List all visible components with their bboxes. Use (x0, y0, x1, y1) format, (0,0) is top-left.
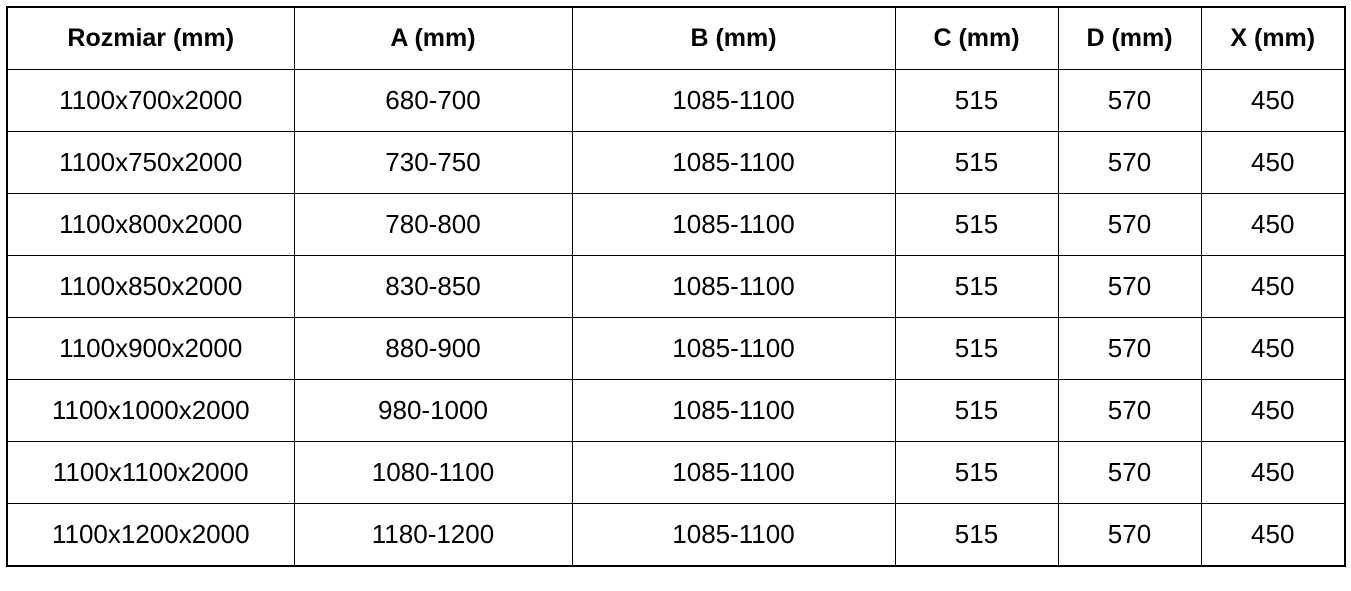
table-row: 1100x1200x2000 1180-1200 1085-1100 515 570 45… (6, 503, 1346, 567)
cell-size: 1100x900x2000 (6, 317, 295, 380)
cell-a: 1180-1200 (293, 503, 573, 567)
cell-x: 450 (1200, 69, 1346, 132)
table-row: 1100x1000x2000 980-1000 1085-1100 515 570 450 (6, 379, 1346, 442)
cell-x: 450 (1200, 379, 1346, 442)
cell-c: 515 (894, 317, 1059, 380)
cell-x: 450 (1200, 503, 1346, 567)
cell-d: 570 (1057, 69, 1202, 132)
column-header-c: C (mm) (894, 6, 1059, 70)
cell-b: 1085-1100 (571, 441, 896, 504)
table-row: 1100x1100x2000 1080-1100 1085-1100 515 570 45… (6, 441, 1346, 504)
dimensions-table: Rozmiar (mm) A (mm) B (mm) C (mm) D (mm) X (m… (6, 6, 1346, 567)
cell-a: 980-1000 (293, 379, 573, 442)
cell-b: 1085-1100 (571, 317, 896, 380)
cell-c: 515 (894, 255, 1059, 318)
cell-a: 830-850 (293, 255, 573, 318)
cell-a: 730-750 (293, 131, 573, 194)
cell-size: 1100x1000x2000 (6, 379, 295, 442)
cell-x: 450 (1200, 131, 1346, 194)
cell-b: 1085-1100 (571, 69, 896, 132)
column-header-x: X (mm) (1200, 6, 1346, 70)
cell-c: 515 (894, 503, 1059, 567)
cell-size: 1100x1100x2000 (6, 441, 295, 504)
cell-d: 570 (1057, 379, 1202, 442)
cell-c: 515 (894, 131, 1059, 194)
cell-a: 780-800 (293, 193, 573, 256)
cell-x: 450 (1200, 317, 1346, 380)
table-row: 1100x850x2000 830-850 1085-1100 515 570 450 (6, 255, 1346, 318)
cell-c: 515 (894, 69, 1059, 132)
column-header-d: D (mm) (1057, 6, 1202, 70)
header-row: Rozmiar (mm) A (mm) B (mm) C (mm) D (mm) X (m… (6, 6, 1346, 70)
column-header-a: A (mm) (293, 6, 573, 70)
cell-c: 515 (894, 379, 1059, 442)
cell-b: 1085-1100 (571, 503, 896, 567)
cell-d: 570 (1057, 503, 1202, 567)
cell-size: 1100x750x2000 (6, 131, 295, 194)
cell-size: 1100x700x2000 (6, 69, 295, 132)
table-row: 1100x800x2000 780-800 1085-1100 515 570 450 (6, 193, 1346, 256)
cell-x: 450 (1200, 441, 1346, 504)
cell-x: 450 (1200, 255, 1346, 318)
cell-d: 570 (1057, 193, 1202, 256)
table-row: 1100x750x2000 730-750 1085-1100 515 570 450 (6, 131, 1346, 194)
cell-b: 1085-1100 (571, 193, 896, 256)
cell-d: 570 (1057, 255, 1202, 318)
cell-b: 1085-1100 (571, 131, 896, 194)
cell-size: 1100x850x2000 (6, 255, 295, 318)
cell-c: 515 (894, 441, 1059, 504)
cell-d: 570 (1057, 131, 1202, 194)
cell-size: 1100x1200x2000 (6, 503, 295, 567)
cell-a: 1080-1100 (293, 441, 573, 504)
cell-b: 1085-1100 (571, 255, 896, 318)
cell-d: 570 (1057, 441, 1202, 504)
table-row: 1100x700x2000 680-700 1085-1100 515 570 450 (6, 69, 1346, 132)
cell-size: 1100x800x2000 (6, 193, 295, 256)
cell-a: 680-700 (293, 69, 573, 132)
cell-b: 1085-1100 (571, 379, 896, 442)
column-header-b: B (mm) (571, 6, 896, 70)
cell-d: 570 (1057, 317, 1202, 380)
cell-c: 515 (894, 193, 1059, 256)
column-header-size: Rozmiar (mm) (6, 6, 295, 70)
cell-a: 880-900 (293, 317, 573, 380)
table-row: 1100x900x2000 880-900 1085-1100 515 570 450 (6, 317, 1346, 380)
cell-x: 450 (1200, 193, 1346, 256)
